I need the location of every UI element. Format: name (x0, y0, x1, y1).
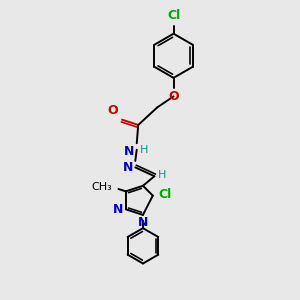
Text: H: H (158, 170, 166, 180)
Text: O: O (168, 90, 179, 103)
Text: N: N (112, 203, 123, 216)
Text: N: N (124, 145, 134, 158)
Text: H: H (140, 145, 149, 155)
Text: N: N (122, 161, 133, 175)
Text: Cl: Cl (167, 9, 180, 22)
Text: N: N (138, 216, 148, 230)
Text: O: O (108, 104, 119, 117)
Text: Cl: Cl (158, 188, 171, 201)
Text: CH₃: CH₃ (92, 182, 112, 192)
